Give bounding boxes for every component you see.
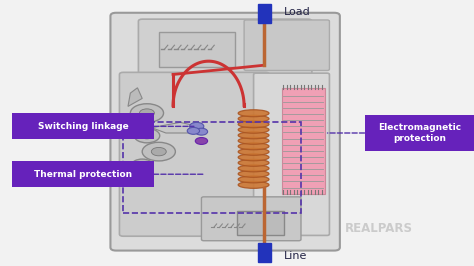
Bar (258, 243, 271, 262)
FancyBboxPatch shape (365, 115, 474, 151)
Bar (123, 122, 301, 213)
Ellipse shape (238, 159, 269, 166)
Circle shape (195, 138, 208, 144)
Ellipse shape (238, 171, 269, 177)
Ellipse shape (238, 165, 269, 172)
Text: Line: Line (283, 251, 307, 261)
Ellipse shape (238, 148, 269, 155)
Bar (258, 4, 271, 23)
Ellipse shape (238, 143, 269, 150)
Polygon shape (128, 88, 142, 106)
FancyBboxPatch shape (12, 113, 154, 139)
FancyBboxPatch shape (254, 73, 329, 235)
Bar (159, 32, 235, 66)
Polygon shape (152, 122, 204, 133)
Circle shape (130, 104, 164, 122)
Circle shape (137, 162, 147, 168)
FancyBboxPatch shape (110, 13, 340, 251)
FancyBboxPatch shape (119, 72, 269, 236)
Ellipse shape (238, 126, 269, 133)
Circle shape (195, 128, 208, 135)
Circle shape (134, 128, 160, 143)
Text: Thermal protection: Thermal protection (34, 170, 132, 179)
Circle shape (142, 142, 175, 161)
Circle shape (141, 132, 153, 139)
Ellipse shape (238, 176, 269, 183)
Ellipse shape (238, 110, 269, 117)
Ellipse shape (238, 137, 269, 144)
Circle shape (190, 122, 204, 130)
Ellipse shape (238, 132, 269, 139)
Circle shape (139, 109, 155, 117)
Text: Electromagnetic
protection: Electromagnetic protection (378, 123, 461, 143)
FancyBboxPatch shape (201, 197, 301, 241)
Ellipse shape (238, 154, 269, 161)
Text: Load: Load (283, 7, 310, 17)
Ellipse shape (238, 121, 269, 128)
Bar (237, 211, 284, 235)
Bar (282, 88, 325, 194)
Circle shape (151, 147, 166, 156)
Ellipse shape (238, 115, 269, 122)
Text: Switching linkage: Switching linkage (37, 122, 128, 131)
Circle shape (187, 127, 200, 134)
Circle shape (132, 159, 153, 171)
Ellipse shape (238, 181, 269, 188)
FancyBboxPatch shape (138, 19, 312, 77)
Text: REALPARS: REALPARS (345, 222, 413, 235)
FancyBboxPatch shape (12, 161, 154, 187)
FancyBboxPatch shape (244, 20, 329, 70)
